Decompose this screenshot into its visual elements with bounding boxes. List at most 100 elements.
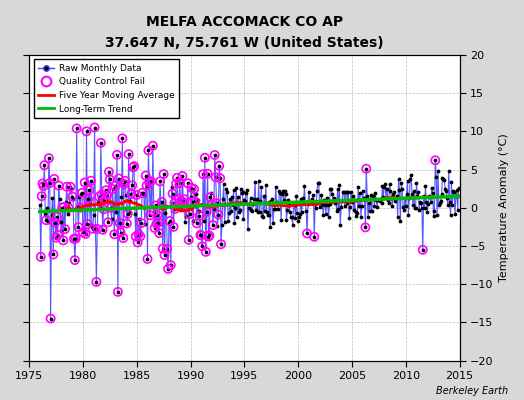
Point [305, 200, 314, 206]
Point [132, 233, 140, 240]
Point [367, 192, 375, 199]
Point [215, 163, 223, 169]
Point [268, 196, 276, 202]
Point [54, 182, 63, 189]
Point [51, 220, 59, 226]
Point [284, 197, 292, 203]
Text: Berkeley Earth: Berkeley Earth [436, 386, 508, 396]
Point [82, 128, 91, 134]
Point [219, 195, 227, 202]
Point [303, 230, 311, 237]
Point [69, 196, 77, 202]
Point [63, 211, 72, 217]
Point [178, 173, 187, 179]
Point [217, 241, 225, 247]
Point [115, 175, 123, 182]
Point [62, 199, 70, 205]
Point [61, 226, 69, 232]
Point [382, 195, 390, 202]
Point [380, 184, 388, 190]
Point [351, 197, 359, 204]
Point [52, 234, 60, 241]
Point [193, 220, 201, 226]
Point [197, 232, 205, 239]
Point [188, 199, 196, 205]
Point [140, 192, 148, 199]
Point [435, 199, 444, 206]
Point [230, 187, 238, 194]
Point [342, 189, 350, 196]
Point [327, 186, 335, 192]
Point [125, 151, 133, 157]
Point [286, 209, 294, 216]
Point [104, 219, 112, 226]
Point [95, 194, 103, 200]
Point [163, 246, 171, 252]
Point [243, 186, 251, 193]
Point [302, 208, 310, 214]
Point [407, 172, 416, 178]
Point [391, 198, 399, 204]
Point [236, 186, 245, 192]
Point [46, 180, 54, 186]
Point [265, 199, 274, 206]
Point [245, 204, 253, 211]
Point [425, 193, 433, 199]
Point [58, 204, 67, 211]
Point [123, 220, 131, 227]
Point [308, 200, 316, 206]
Point [429, 190, 437, 196]
Point [220, 181, 228, 187]
Point [397, 180, 406, 186]
Point [435, 202, 443, 208]
Point [215, 163, 223, 169]
Point [430, 208, 439, 214]
Point [447, 179, 456, 186]
Point [169, 224, 178, 230]
Point [346, 204, 354, 210]
Point [179, 200, 188, 206]
Point [387, 194, 396, 201]
Point [369, 193, 378, 199]
Point [401, 195, 409, 202]
Point [395, 176, 403, 182]
Point [439, 176, 447, 182]
Point [70, 236, 78, 242]
Point [282, 217, 291, 224]
Point [261, 182, 270, 188]
Point [78, 190, 86, 196]
Point [194, 208, 203, 215]
Point [392, 192, 401, 199]
Point [224, 218, 232, 224]
Point [321, 202, 329, 208]
Point [444, 168, 453, 174]
Point [217, 222, 226, 228]
Point [125, 151, 133, 157]
Point [328, 190, 336, 197]
Point [454, 185, 463, 191]
Point [421, 183, 430, 189]
Point [90, 212, 98, 218]
Point [193, 197, 202, 204]
Point [141, 172, 150, 179]
Point [351, 209, 359, 216]
Point [230, 220, 238, 227]
Point [173, 174, 181, 181]
Point [112, 208, 121, 215]
Point [338, 198, 346, 204]
Point [164, 266, 172, 272]
Point [204, 234, 213, 240]
Point [326, 186, 335, 192]
Point [111, 183, 119, 189]
Point [205, 232, 214, 239]
Point [431, 157, 440, 164]
Point [342, 189, 351, 195]
Point [196, 232, 204, 238]
Point [299, 195, 307, 202]
Point [233, 214, 242, 220]
Point [160, 252, 169, 258]
Point [53, 232, 62, 238]
Point [357, 202, 366, 209]
Point [372, 196, 380, 203]
Point [128, 182, 136, 188]
